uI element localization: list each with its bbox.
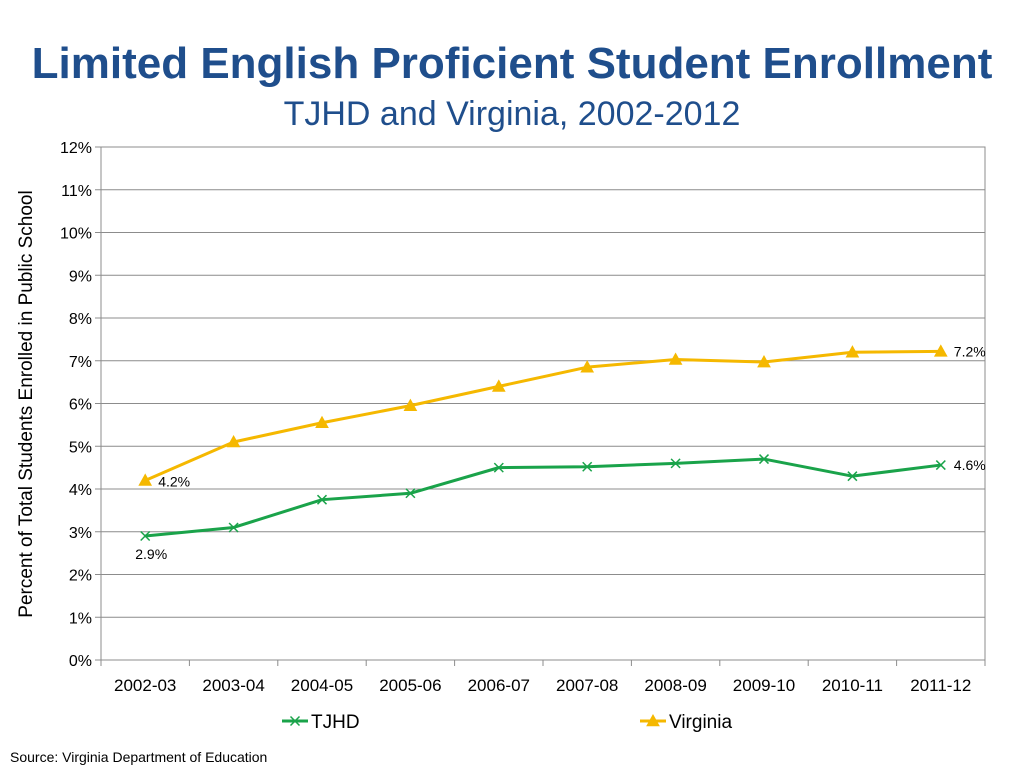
data-point-virginia: [403, 398, 418, 411]
data-label: 4.2%: [158, 473, 190, 489]
marker-stroke: [405, 488, 416, 499]
x-tick-label: 2008-09: [644, 676, 706, 695]
gridlines: [101, 146, 985, 661]
data-point-tjhd: [670, 458, 681, 469]
data-point-tjhd: [493, 462, 504, 473]
y-tick-label: 2%: [69, 568, 92, 585]
data-point-virginia: [757, 355, 771, 368]
x-tick-label: 2004-05: [291, 676, 353, 695]
chart-title: Limited English Proficient Student Enrol…: [31, 39, 993, 88]
data-point-tjhd: [847, 471, 858, 482]
x-axis-ticks: 2002-03 2003-04 2004-05 2005-06 2006-07 2007-…: [100, 660, 986, 695]
y-tick-label: 1%: [69, 610, 92, 627]
data-label: 7.2%: [954, 343, 986, 359]
marker-stroke: [493, 462, 504, 473]
data-point-tjhd: [758, 454, 770, 465]
legend: TJHD Virginia: [282, 712, 732, 733]
y-tick-label: 9%: [69, 268, 92, 285]
marker-stroke: [935, 460, 946, 471]
legend-label-virginia: Virginia: [669, 712, 732, 733]
x-tick-label: 2006-07: [468, 676, 530, 695]
marker-stroke: [670, 458, 681, 469]
y-tick-label: 6%: [69, 397, 92, 414]
marker-stroke: [316, 494, 328, 505]
y-axis-ticks: 0% 1% 2% 3% 4% 5% 6% 7% 8% 9% 10% 11% 12%: [60, 140, 101, 670]
y-tick-label: 10%: [60, 226, 92, 243]
data-point-tjhd: [935, 460, 946, 471]
marker-stroke: [289, 715, 301, 727]
legend-marker-tjhd: [289, 715, 301, 727]
y-tick-label: 12%: [60, 140, 92, 157]
y-tick-label: 3%: [69, 525, 92, 542]
y-tick-label: 8%: [69, 311, 92, 328]
data-point-tjhd: [316, 494, 328, 505]
data-labels: 2.9% 4.6% 4.2% 7.2%: [135, 343, 985, 562]
series-line-virginia: [144, 349, 941, 482]
x-tick-label: 2002-03: [114, 676, 176, 695]
x-tick-label: 2005-06: [379, 676, 441, 695]
legend-marker-virginia: [646, 713, 660, 727]
x-tick-label: 2009-10: [733, 676, 795, 695]
y-tick-label: 7%: [69, 354, 92, 371]
chart-subtitle: TJHD and Virginia, 2002-2012: [283, 95, 741, 133]
y-tick-label: 4%: [69, 482, 92, 499]
data-point-tjhd: [228, 522, 239, 533]
y-tick-label: 5%: [69, 439, 92, 456]
marker-stroke: [582, 461, 593, 472]
marker-stroke: [228, 522, 239, 533]
marker-stroke: [758, 454, 770, 465]
data-point-virginia: [315, 415, 329, 429]
y-tick-label: 0%: [69, 653, 92, 670]
x-tick-label: 2011-12: [910, 676, 971, 695]
data-point-tjhd: [582, 461, 593, 472]
data-point-tjhd: [140, 530, 151, 542]
series-lines: [138, 344, 948, 542]
data-point-virginia: [491, 379, 506, 392]
data-point-virginia: [580, 360, 595, 373]
marker-stroke: [140, 530, 151, 542]
data-point-virginia: [933, 344, 948, 357]
data-point-virginia: [845, 345, 860, 358]
data-point-virginia: [138, 473, 153, 486]
x-tick-label: 2010-11: [822, 676, 883, 695]
x-tick-label: 2007-08: [556, 676, 618, 695]
legend-label-tjhd: TJHD: [311, 712, 360, 733]
data-point-virginia: [226, 434, 241, 448]
marker-stroke: [847, 471, 858, 482]
data-point-tjhd: [405, 488, 416, 499]
data-point-virginia: [668, 352, 683, 365]
source-note: Source: Virginia Department of Education: [10, 749, 268, 765]
data-label: 4.6%: [954, 457, 986, 473]
y-tick-label: 11%: [61, 183, 92, 200]
y-axis-label: Percent of Total Students Enrolled in Pu…: [16, 190, 37, 617]
series-line-tjhd: [145, 457, 941, 538]
x-tick-label: 2003-04: [202, 676, 264, 695]
data-label: 2.9%: [135, 546, 167, 562]
